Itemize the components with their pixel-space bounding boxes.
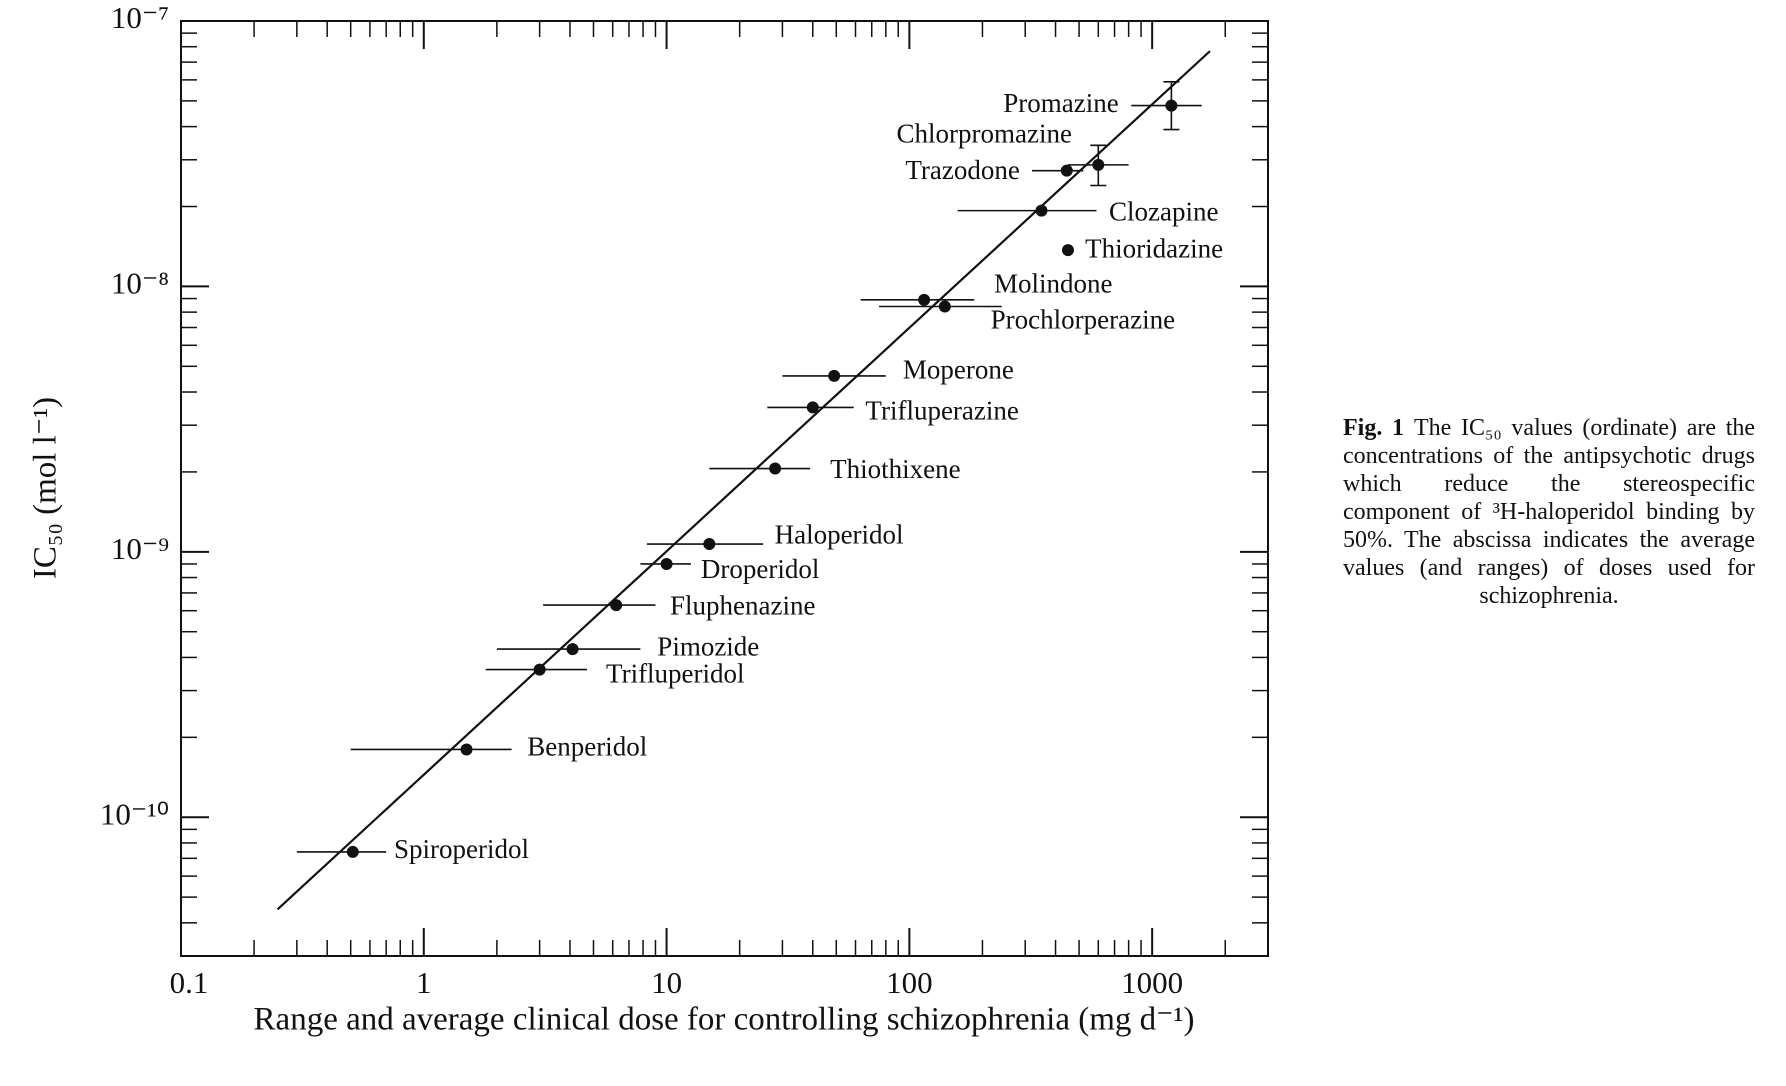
data-point bbox=[828, 369, 841, 382]
point-label: Clozapine bbox=[1109, 196, 1218, 226]
data-point bbox=[566, 643, 579, 656]
data-point bbox=[610, 599, 623, 612]
data-point bbox=[1061, 244, 1074, 257]
data-point bbox=[660, 557, 673, 570]
caption-text: The IC₅₀ values (ordinate) are the conce… bbox=[1343, 415, 1756, 609]
x-tick-label: 1000 bbox=[1121, 965, 1183, 1000]
data-point bbox=[938, 300, 951, 313]
y-tick-label: 10⁻⁹ bbox=[111, 531, 169, 566]
point-label: Droperidol bbox=[701, 554, 819, 584]
data-point bbox=[918, 293, 931, 306]
point-label: Thiothixene bbox=[830, 454, 960, 484]
data-point bbox=[769, 462, 782, 475]
x-axis-label: Range and average clinical dose for cont… bbox=[254, 1002, 1195, 1038]
y-tick-label: 10⁻⁷ bbox=[111, 0, 169, 35]
point-label: Spiroperidol bbox=[394, 834, 529, 864]
point-label: Pimozide bbox=[657, 631, 759, 661]
data-point bbox=[346, 845, 359, 858]
caption: Fig. 1 The IC₅₀ values (ordinate) are the… bbox=[1343, 414, 1755, 610]
point-label: Molindone bbox=[994, 268, 1113, 298]
point-label: Prochlorperazine bbox=[991, 305, 1175, 335]
data-point bbox=[460, 743, 473, 756]
point-label: Trifluperazine bbox=[865, 395, 1018, 425]
point-label: Moperone bbox=[903, 355, 1014, 385]
x-tick-label: 1 bbox=[416, 965, 432, 1000]
data-point bbox=[1035, 204, 1048, 217]
point-label: Trifluperidol bbox=[606, 659, 745, 689]
y-axis-label: IC₅₀ (mol l⁻¹) bbox=[28, 397, 64, 579]
x-tick-label: 100 bbox=[886, 965, 933, 1000]
point-label: Trazodone bbox=[905, 155, 1020, 185]
x-tick-label: 10 bbox=[651, 965, 682, 1000]
fit-line bbox=[276, 50, 1211, 911]
point-label: Promazine bbox=[1003, 88, 1118, 118]
data-point bbox=[1092, 158, 1105, 171]
point-label: Haloperidol bbox=[775, 519, 904, 549]
y-tick-label: 10⁻⁸ bbox=[111, 266, 169, 301]
point-label: Chlorpromazine bbox=[897, 118, 1072, 148]
point-label: Fluphenazine bbox=[670, 591, 815, 621]
x-tick-label: 0.1 bbox=[170, 965, 209, 1000]
data-point bbox=[703, 538, 716, 551]
data-point bbox=[806, 401, 819, 414]
point-label: Benperidol bbox=[527, 732, 647, 762]
data-point bbox=[1060, 164, 1073, 177]
data-point bbox=[1165, 99, 1178, 112]
data-point bbox=[533, 663, 546, 676]
y-tick-label: 10⁻¹⁰ bbox=[100, 796, 169, 831]
caption-label: Fig. 1 bbox=[1343, 415, 1405, 441]
point-label: Thioridazine bbox=[1085, 233, 1223, 263]
plot-frame bbox=[180, 20, 1269, 957]
